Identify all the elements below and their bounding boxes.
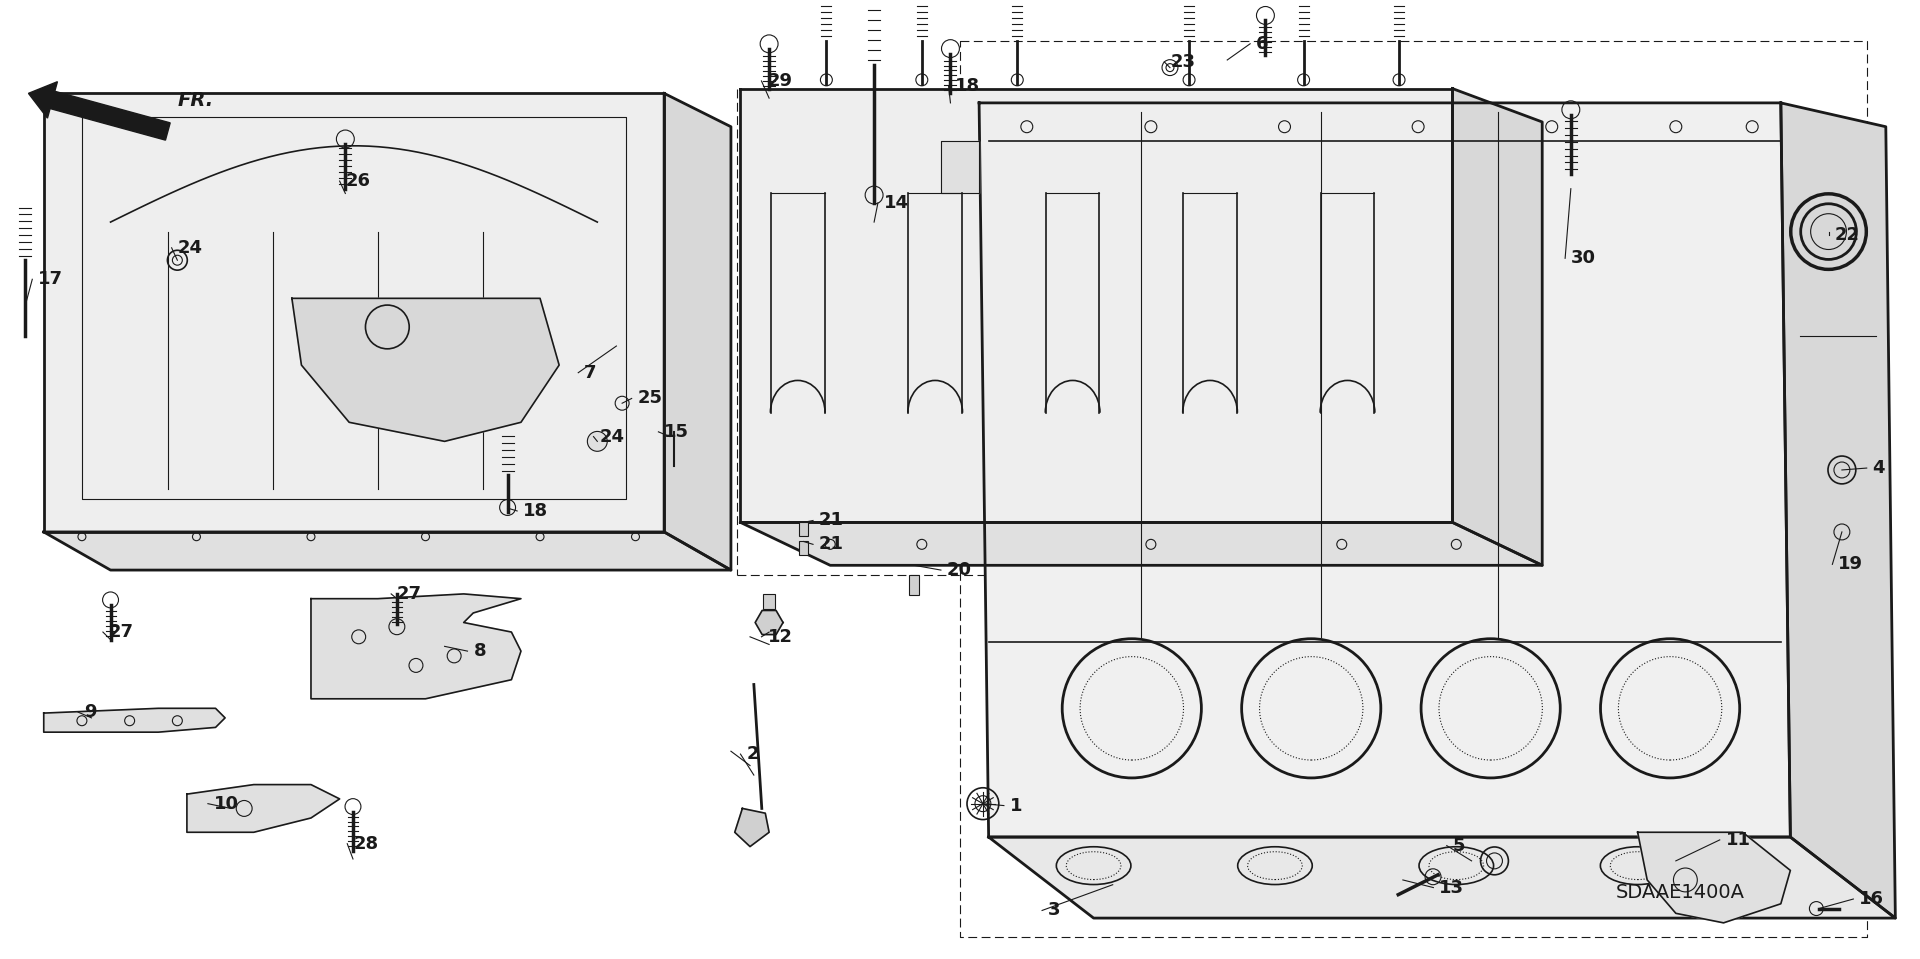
Text: 18: 18 (522, 502, 549, 520)
Text: 13: 13 (1440, 878, 1465, 897)
Text: 21: 21 (820, 535, 845, 553)
Polygon shape (755, 611, 783, 635)
Text: 4: 4 (1872, 459, 1885, 477)
Polygon shape (44, 93, 664, 532)
Polygon shape (44, 532, 732, 570)
Text: SDAAE1400A: SDAAE1400A (1617, 882, 1745, 901)
Bar (799, 542, 808, 555)
Text: 22: 22 (1834, 226, 1859, 245)
Text: 17: 17 (38, 270, 63, 289)
Text: 21: 21 (820, 511, 845, 529)
Text: 16: 16 (1859, 890, 1884, 908)
Text: 5: 5 (1453, 836, 1465, 854)
Text: 27: 27 (109, 623, 134, 641)
Text: 15: 15 (664, 423, 689, 441)
Polygon shape (292, 298, 559, 441)
Polygon shape (979, 103, 1789, 837)
Bar (910, 574, 920, 595)
Polygon shape (941, 141, 979, 194)
Text: 2: 2 (747, 745, 758, 763)
Polygon shape (44, 709, 225, 732)
Polygon shape (1782, 103, 1895, 918)
Polygon shape (186, 784, 340, 832)
Text: 9: 9 (84, 703, 96, 721)
Text: 14: 14 (883, 194, 908, 212)
Polygon shape (741, 523, 1542, 565)
Text: 11: 11 (1726, 830, 1751, 849)
Text: 3: 3 (1048, 901, 1060, 920)
Text: 18: 18 (954, 77, 979, 95)
Bar (762, 594, 776, 609)
Text: 20: 20 (947, 561, 972, 579)
Polygon shape (735, 808, 770, 847)
Circle shape (588, 432, 607, 452)
Text: 25: 25 (637, 389, 662, 408)
Text: 6: 6 (1256, 35, 1269, 53)
Text: 29: 29 (768, 72, 793, 90)
Text: 10: 10 (213, 795, 238, 812)
Polygon shape (664, 93, 732, 570)
Text: 24: 24 (599, 428, 624, 446)
Text: 30: 30 (1571, 249, 1596, 268)
Text: 28: 28 (353, 834, 378, 853)
Polygon shape (311, 594, 520, 699)
Text: 1: 1 (1010, 797, 1021, 814)
FancyArrow shape (29, 82, 171, 140)
Text: 12: 12 (768, 628, 793, 645)
Text: 7: 7 (584, 363, 597, 382)
Polygon shape (1453, 88, 1542, 565)
Text: 24: 24 (177, 239, 204, 257)
Text: 26: 26 (346, 172, 371, 190)
Bar (799, 523, 808, 536)
Text: 27: 27 (397, 585, 422, 603)
Polygon shape (989, 837, 1895, 918)
Polygon shape (741, 88, 1453, 523)
Polygon shape (1638, 832, 1789, 923)
Text: 8: 8 (474, 643, 486, 660)
Text: 23: 23 (1169, 53, 1196, 71)
Text: FR.: FR. (179, 90, 213, 109)
Text: 19: 19 (1837, 555, 1862, 573)
